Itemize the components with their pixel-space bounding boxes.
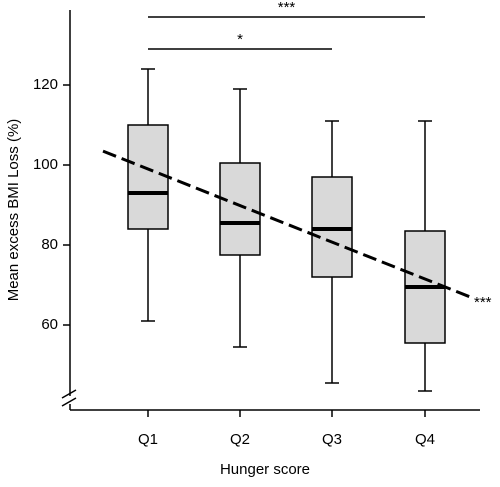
box (219, 162, 261, 256)
trend-line (102, 149, 471, 299)
significance-label: * (237, 31, 243, 48)
x-tick-label: Q4 (415, 431, 435, 448)
y-tick-label: 120 (33, 76, 58, 93)
trend-label: *** (474, 294, 492, 311)
x-tick-label: Q3 (322, 431, 342, 448)
x-axis-label: Hunger score (220, 461, 310, 478)
axis-break (61, 397, 77, 407)
box (127, 124, 169, 230)
y-tick-label: 80 (41, 236, 58, 253)
axis-break (61, 389, 77, 399)
significance-label: *** (278, 0, 296, 16)
x-tick-label: Q1 (138, 431, 158, 448)
y-axis-label: Mean excess BMI Loss (%) (5, 119, 22, 302)
y-tick-label: 60 (41, 316, 58, 333)
y-tick-label: 100 (33, 156, 58, 173)
x-tick-label: Q2 (230, 431, 250, 448)
